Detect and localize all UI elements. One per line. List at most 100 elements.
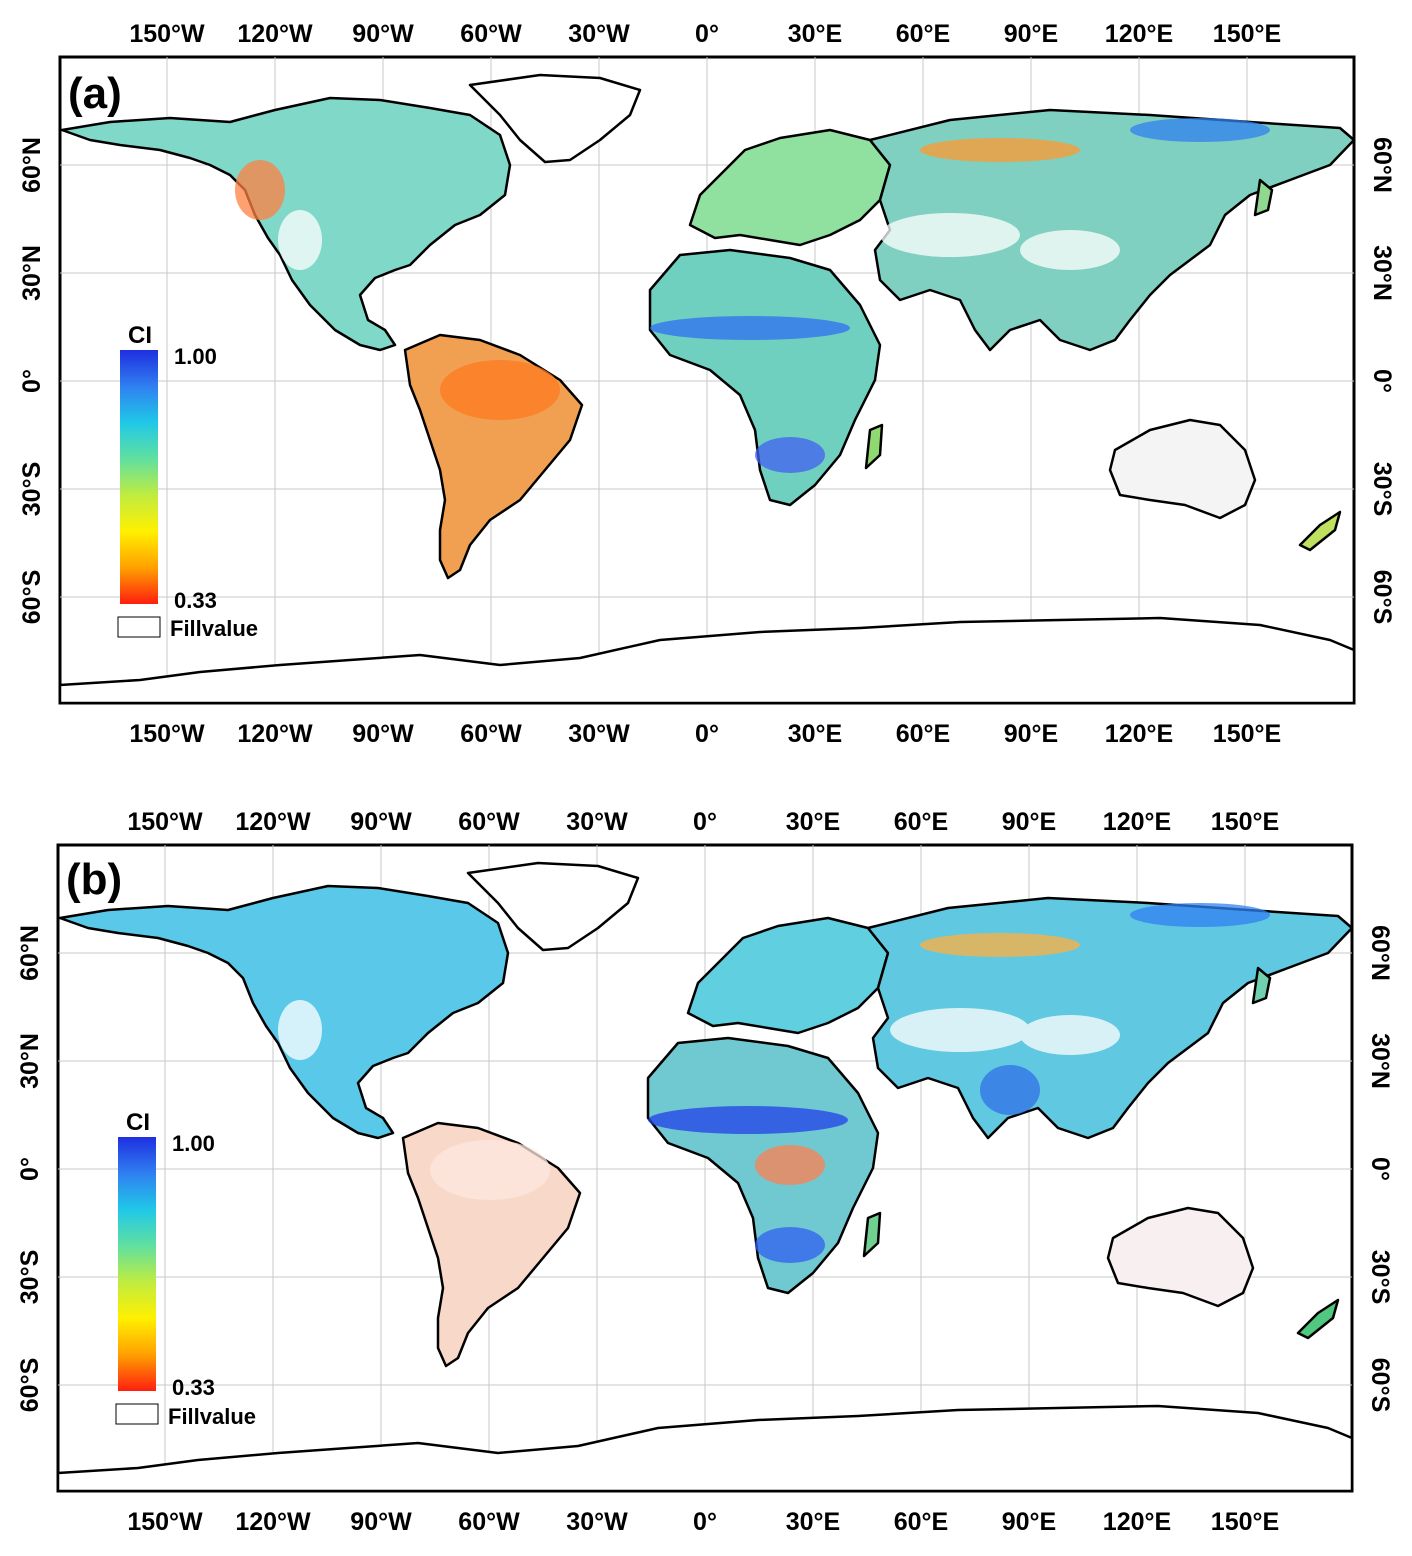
- lon-tick: 150°E: [1211, 1508, 1279, 1536]
- lat-ticks-right: 60°N 30°N 0° 30°S 60°S: [1368, 137, 1396, 624]
- lon-tick: 90°W: [352, 720, 414, 748]
- lat-tick: 0°: [18, 369, 46, 393]
- map-panel-b: CI 1.00 0.33 Fillvalue (b) 150°W 120°W 9…: [0, 790, 1412, 1551]
- lon-tick: 150°E: [1213, 20, 1281, 48]
- lat-tick: 0°: [1368, 369, 1396, 393]
- ci-shading: [235, 118, 1270, 473]
- lon-tick: 30°W: [566, 808, 628, 836]
- lon-tick: 60°E: [894, 808, 948, 836]
- new-zealand: [1296, 1298, 1340, 1340]
- lat-tick: 30°N: [16, 1033, 44, 1089]
- lat-ticks-left: 60°N 30°N 0° 30°S 60°S: [18, 137, 46, 624]
- fillvalue-swatch: [117, 616, 161, 638]
- lat-tick: 60°S: [16, 1358, 44, 1412]
- legend: CI 1.00 0.33 Fillvalue: [115, 1109, 256, 1429]
- colorbar: [118, 1137, 156, 1391]
- lon-tick: 0°: [695, 20, 719, 48]
- panel-label: (b): [66, 855, 122, 904]
- legend-max: 1.00: [174, 344, 217, 369]
- lon-tick: 60°W: [460, 720, 522, 748]
- lon-tick: 60°E: [894, 1508, 948, 1536]
- map-panel-a: CI 1.00 0.33 Fillvalue (a) 150°W 120°W 9…: [18, 20, 1396, 748]
- antarctica: [56, 1404, 1354, 1493]
- lon-tick: 150°E: [1213, 720, 1281, 748]
- map-a: CI 1.00 0.33 Fillvalue (a) 150°W 120°W 9…: [18, 20, 1396, 748]
- greenland: [468, 73, 642, 164]
- legend-min: 0.33: [172, 1375, 215, 1400]
- lat-tick: 30°S: [1368, 462, 1396, 516]
- lon-tick: 90°W: [350, 808, 412, 836]
- lon-tick: 150°E: [1211, 808, 1279, 836]
- legend: CI 1.00 0.33 Fillvalue: [117, 322, 258, 641]
- panel-label: (a): [68, 69, 122, 118]
- lon-tick: 30°E: [786, 1508, 840, 1536]
- colorbar: [120, 350, 158, 604]
- lon-tick: 30°E: [788, 20, 842, 48]
- lat-tick: 30°N: [1366, 1033, 1394, 1089]
- madagascar: [862, 1211, 882, 1258]
- asia: [868, 108, 1356, 352]
- lat-tick: 60°N: [1366, 925, 1394, 981]
- lon-tick: 150°W: [129, 720, 205, 748]
- lon-tick: 60°E: [896, 20, 950, 48]
- lon-tick: 150°W: [127, 808, 203, 836]
- africa: [648, 248, 882, 507]
- lat-tick: 30°N: [1368, 245, 1396, 301]
- lon-tick: 30°E: [788, 720, 842, 748]
- lat-tick: 30°S: [18, 462, 46, 516]
- legend-title: CI: [126, 1109, 150, 1136]
- fillvalue-swatch: [115, 1403, 159, 1425]
- lon-tick: 120°W: [235, 808, 311, 836]
- legend-max: 1.00: [172, 1131, 215, 1156]
- australia: [1108, 418, 1257, 520]
- fillvalue-label: Fillvalue: [170, 616, 258, 641]
- lon-tick: 120°E: [1105, 720, 1173, 748]
- lon-tick: 90°W: [352, 20, 414, 48]
- greenland: [466, 861, 640, 952]
- lon-tick: 150°W: [127, 1508, 203, 1536]
- lon-tick: 90°E: [1004, 720, 1058, 748]
- lon-tick: 60°W: [460, 20, 522, 48]
- lon-tick: 120°W: [235, 1508, 311, 1536]
- lon-tick: 90°E: [1002, 1508, 1056, 1536]
- lon-tick: 120°W: [237, 720, 313, 748]
- lon-ticks-top: 150°W 120°W 90°W 60°W 30°W 0° 30°E 60°E …: [129, 20, 1281, 48]
- lat-tick: 60°N: [18, 137, 46, 193]
- lon-tick: 30°W: [566, 1508, 628, 1536]
- lon-tick: 150°W: [129, 20, 205, 48]
- ci-shading: [278, 903, 1270, 1263]
- lon-ticks-bottom: 150°W 120°W 90°W 60°W 30°W 0° 30°E 60°E …: [129, 720, 1281, 748]
- lon-tick: 0°: [693, 808, 717, 836]
- lat-tick: 30°S: [1366, 1250, 1394, 1304]
- lat-tick: 60°S: [1368, 570, 1396, 624]
- lon-tick: 0°: [693, 1508, 717, 1536]
- lon-tick: 120°E: [1103, 1508, 1171, 1536]
- lon-tick: 30°W: [568, 720, 630, 748]
- lon-tick: 30°W: [568, 20, 630, 48]
- legend-title: CI: [128, 322, 152, 349]
- japan: [1251, 966, 1272, 1005]
- new-zealand: [1298, 510, 1342, 552]
- lat-tick: 60°S: [18, 570, 46, 624]
- lon-tick: 60°W: [458, 1508, 520, 1536]
- lon-tick: 0°: [695, 720, 719, 748]
- lat-tick: 30°N: [18, 245, 46, 301]
- lon-tick: 60°E: [896, 720, 950, 748]
- lat-tick: 0°: [1366, 1157, 1394, 1181]
- lon-tick: 90°W: [350, 1508, 412, 1536]
- lat-ticks-right: 60°N 30°N 0° 30°S 60°S: [1366, 925, 1394, 1412]
- lat-tick: 30°S: [16, 1250, 44, 1304]
- lat-tick: 60°N: [1368, 137, 1396, 193]
- lat-ticks-left: 60°N 30°N 0° 30°S 60°S: [16, 925, 44, 1412]
- lon-tick: 120°E: [1103, 808, 1171, 836]
- map-b: CI 1.00 0.33 Fillvalue (b) 150°W 120°W 9…: [16, 808, 1394, 1536]
- lon-tick: 90°E: [1004, 20, 1058, 48]
- legend-min: 0.33: [174, 588, 217, 613]
- lat-tick: 60°S: [1366, 1358, 1394, 1412]
- lon-ticks-bottom: 150°W 120°W 90°W 60°W 30°W 0° 30°E 60°E …: [127, 1508, 1279, 1536]
- lon-tick: 90°E: [1002, 808, 1056, 836]
- fillvalue-label: Fillvalue: [168, 1404, 256, 1429]
- lon-ticks-top: 150°W 120°W 90°W 60°W 30°W 0° 30°E 60°E …: [127, 808, 1279, 836]
- continents: [58, 73, 1356, 705]
- madagascar: [864, 423, 884, 470]
